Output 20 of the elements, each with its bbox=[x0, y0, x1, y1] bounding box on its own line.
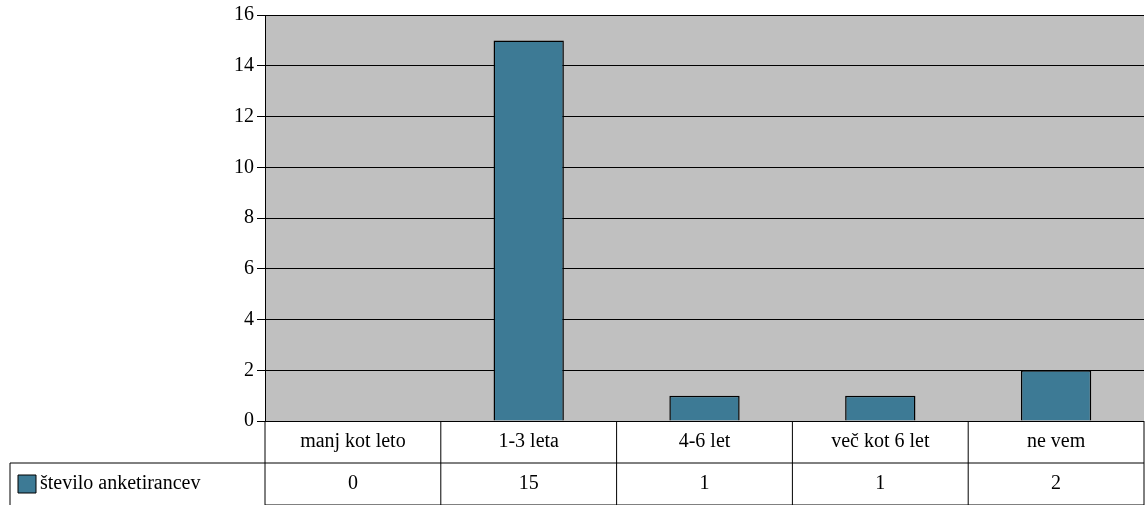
y-tick-label: 0 bbox=[244, 408, 254, 431]
data-label: 1 bbox=[875, 471, 886, 494]
y-tick-label: 14 bbox=[234, 53, 254, 75]
x-tick-label: 4-6 let bbox=[678, 429, 731, 452]
x-tick-label: več kot 6 let bbox=[831, 429, 930, 452]
legend-label: število anketirancev bbox=[40, 471, 201, 494]
data-label: 2 bbox=[1051, 471, 1062, 494]
x-tick-label: manj kot leto bbox=[300, 429, 406, 453]
y-tick-label: 2 bbox=[244, 357, 254, 380]
y-tick-label: 6 bbox=[244, 256, 254, 278]
data-label: 0 bbox=[347, 471, 358, 494]
y-tick-label: 4 bbox=[244, 306, 254, 329]
y-tick-label: 10 bbox=[234, 154, 254, 177]
y-tick-label: 12 bbox=[234, 103, 254, 126]
data-label: 15 bbox=[518, 471, 539, 494]
x-tick-label: ne vem bbox=[1026, 429, 1086, 452]
y-tick-label: 16 bbox=[234, 2, 254, 25]
data-label: 1 bbox=[699, 471, 710, 494]
y-tick-label: 8 bbox=[244, 205, 254, 228]
x-tick-label: 1-3 leta bbox=[498, 429, 560, 452]
